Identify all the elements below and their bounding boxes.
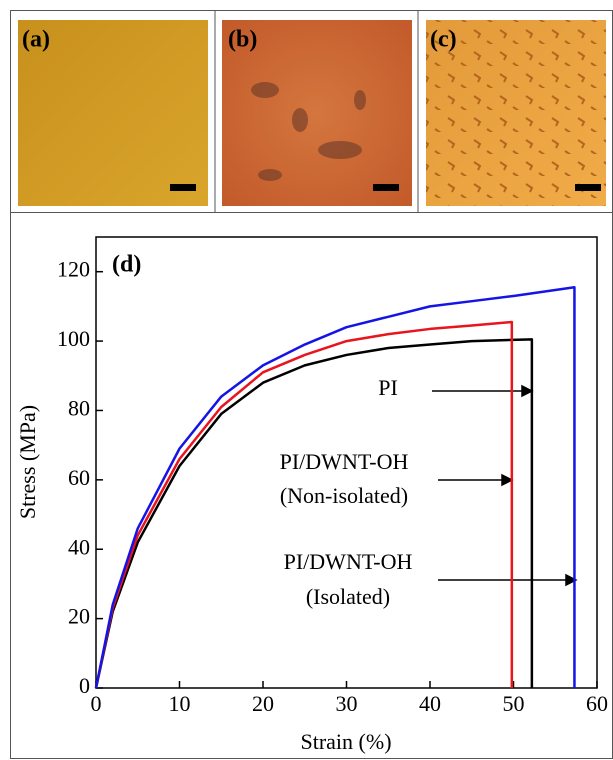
y-tick-label: 60 [68,465,90,490]
x-tick-label: 20 [252,691,274,716]
y-axis-label: Stress (MPa) [15,405,40,519]
annotation: PI/DWNT-OH [284,549,413,574]
x-tick-label: 40 [419,691,441,716]
x-axis-label: Strain (%) [300,729,391,754]
annotation: (Non-isolated) [280,483,408,508]
x-tick-label: 0 [91,691,102,716]
x-tick-label: 50 [503,691,525,716]
series-line [94,286,576,689]
x-tick-label: 60 [586,691,608,716]
annotation: (Isolated) [306,584,390,609]
panel-label: (a) [22,27,50,53]
photo-b-texture [251,82,366,181]
scale-bar [373,184,399,191]
photo-b [222,20,412,206]
scale-bar [575,184,601,191]
chart-title: (d) [112,252,141,278]
y-tick-label: 20 [68,604,90,629]
series-line [94,320,514,689]
scale-bar [170,184,196,191]
y-tick-label: 120 [57,257,90,282]
series-line [94,338,534,689]
photo-a [18,20,208,206]
y-tick-label: 0 [79,673,90,698]
y-tick-label: 100 [57,326,90,351]
y-tick-label: 40 [68,534,90,559]
annotation: PI [378,375,398,400]
annotation: PI/DWNT-OH [280,449,409,474]
panel-label: (c) [430,27,457,53]
arrows [432,384,578,587]
y-tick-label: 80 [68,396,90,421]
photo-c-texture [426,20,606,206]
x-tick-label: 10 [169,691,191,716]
panel-label: (b) [228,27,257,53]
x-tick-label: 30 [336,691,358,716]
